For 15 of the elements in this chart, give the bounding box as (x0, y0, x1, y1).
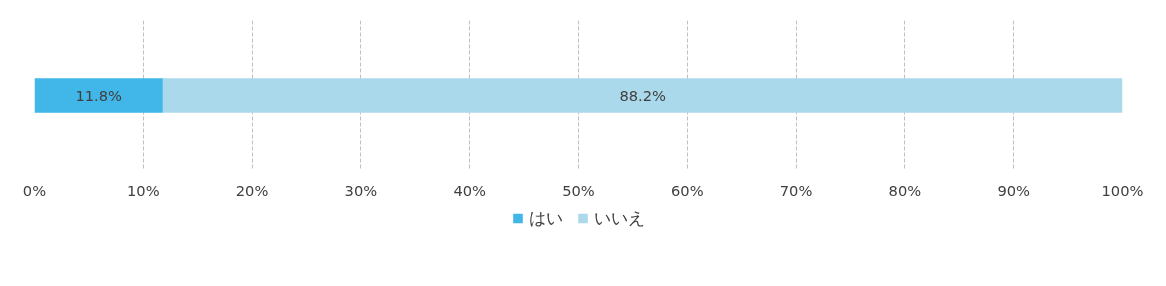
x-tick-label: 50% (562, 181, 595, 199)
x-tick-label: 30% (344, 181, 378, 199)
x-tick-label: 90% (997, 181, 1031, 199)
x-tick-label: 70% (779, 181, 813, 199)
legend-label: はい (528, 207, 563, 230)
legend-label: いいえ (593, 207, 645, 230)
x-tick-label: 20% (235, 181, 269, 199)
x-tick-label: 0% (22, 181, 47, 199)
data-label: 11.8% (75, 87, 123, 104)
x-tick-label: 80% (888, 181, 922, 199)
x-tick-label: 10% (127, 181, 160, 199)
x-tick-label: 60% (671, 181, 704, 199)
x-tick-label: 100% (1101, 181, 1144, 199)
data-label: 88.2% (619, 87, 667, 104)
x-tick-label: 40% (453, 181, 487, 199)
